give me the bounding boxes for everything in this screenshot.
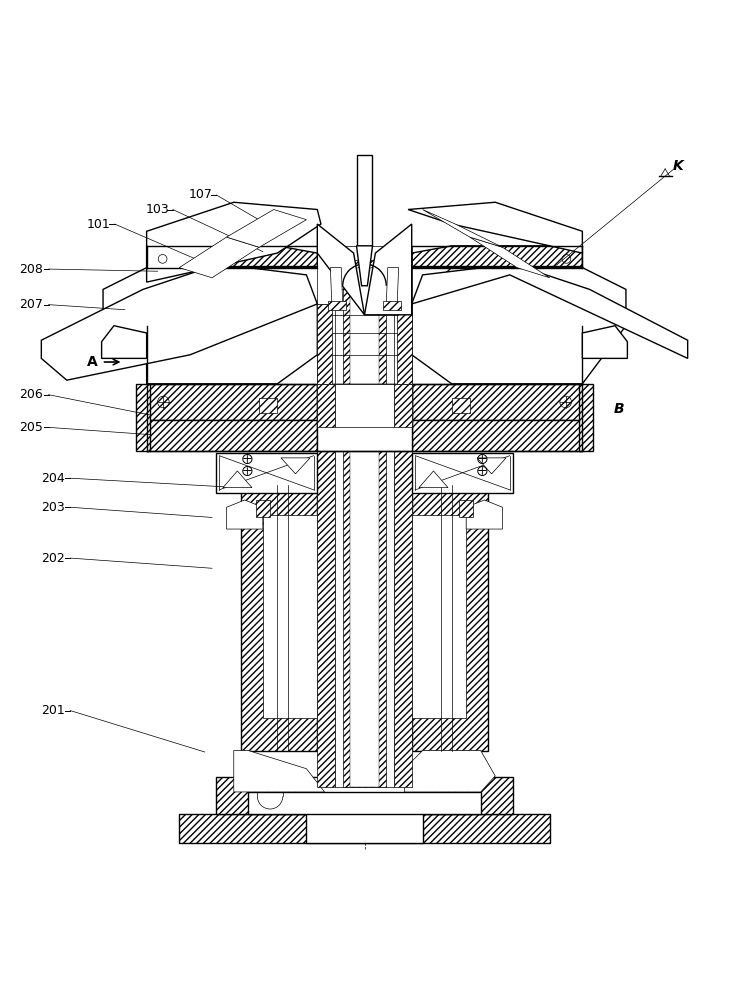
Polygon shape xyxy=(216,453,317,493)
Polygon shape xyxy=(101,326,147,358)
Text: $\bigoplus$: $\bigoplus$ xyxy=(476,464,488,478)
Text: C: C xyxy=(359,158,370,173)
Polygon shape xyxy=(582,326,628,358)
Polygon shape xyxy=(317,304,412,384)
Polygon shape xyxy=(317,304,332,384)
Polygon shape xyxy=(216,777,306,814)
Polygon shape xyxy=(412,268,626,384)
Text: 207: 207 xyxy=(20,298,44,311)
Polygon shape xyxy=(147,246,317,268)
Polygon shape xyxy=(42,264,317,380)
Polygon shape xyxy=(394,427,412,787)
Polygon shape xyxy=(317,384,412,420)
Polygon shape xyxy=(103,268,317,384)
Text: 204: 204 xyxy=(42,472,65,485)
Polygon shape xyxy=(394,384,412,427)
Text: 208: 208 xyxy=(20,263,44,276)
Text: 107: 107 xyxy=(189,188,213,201)
Polygon shape xyxy=(256,500,270,517)
Polygon shape xyxy=(466,500,502,529)
Text: 206: 206 xyxy=(20,388,43,401)
Polygon shape xyxy=(397,304,412,384)
Polygon shape xyxy=(136,384,150,451)
Polygon shape xyxy=(241,485,317,751)
Polygon shape xyxy=(147,202,321,282)
Text: 203: 203 xyxy=(42,501,65,514)
Polygon shape xyxy=(260,398,277,413)
Polygon shape xyxy=(317,384,335,427)
Text: K: K xyxy=(673,159,684,173)
Polygon shape xyxy=(227,210,306,247)
Polygon shape xyxy=(306,777,423,843)
Polygon shape xyxy=(350,268,379,787)
Polygon shape xyxy=(386,268,399,304)
Polygon shape xyxy=(419,471,448,488)
Polygon shape xyxy=(317,427,335,787)
Polygon shape xyxy=(330,268,343,304)
Polygon shape xyxy=(477,458,506,474)
Polygon shape xyxy=(459,500,473,517)
Polygon shape xyxy=(423,210,502,247)
Polygon shape xyxy=(452,398,469,413)
Polygon shape xyxy=(579,384,593,451)
Text: B: B xyxy=(613,402,624,416)
Polygon shape xyxy=(335,384,394,427)
Text: 201: 201 xyxy=(42,704,65,717)
Polygon shape xyxy=(328,301,346,310)
Polygon shape xyxy=(147,384,317,420)
Polygon shape xyxy=(263,515,317,718)
Polygon shape xyxy=(179,814,550,843)
Text: 202: 202 xyxy=(42,552,65,565)
Text: $\bigoplus$: $\bigoplus$ xyxy=(241,452,253,466)
Polygon shape xyxy=(408,202,582,253)
Polygon shape xyxy=(412,420,582,451)
Polygon shape xyxy=(423,777,513,814)
Text: A: A xyxy=(87,355,98,369)
Polygon shape xyxy=(223,471,252,488)
Polygon shape xyxy=(412,384,582,420)
Polygon shape xyxy=(364,224,412,315)
Polygon shape xyxy=(356,155,373,246)
Polygon shape xyxy=(412,515,466,718)
Polygon shape xyxy=(405,751,495,792)
Text: 103: 103 xyxy=(145,203,169,216)
Polygon shape xyxy=(147,420,317,451)
Text: $\bigoplus$: $\bigoplus$ xyxy=(241,464,253,478)
Text: 101: 101 xyxy=(87,218,111,231)
Polygon shape xyxy=(412,264,687,358)
Polygon shape xyxy=(469,237,550,278)
Polygon shape xyxy=(383,301,401,310)
Polygon shape xyxy=(335,246,394,787)
Polygon shape xyxy=(179,237,260,278)
Polygon shape xyxy=(412,485,488,751)
Polygon shape xyxy=(227,500,263,529)
Polygon shape xyxy=(249,792,480,814)
Polygon shape xyxy=(412,453,513,493)
Polygon shape xyxy=(317,224,364,315)
Text: $\bigoplus$: $\bigoplus$ xyxy=(476,452,488,466)
Polygon shape xyxy=(317,420,412,451)
Polygon shape xyxy=(343,260,386,787)
Polygon shape xyxy=(356,246,373,286)
Polygon shape xyxy=(412,246,582,268)
Polygon shape xyxy=(281,458,310,474)
Text: 205: 205 xyxy=(20,421,44,434)
Polygon shape xyxy=(234,751,324,792)
